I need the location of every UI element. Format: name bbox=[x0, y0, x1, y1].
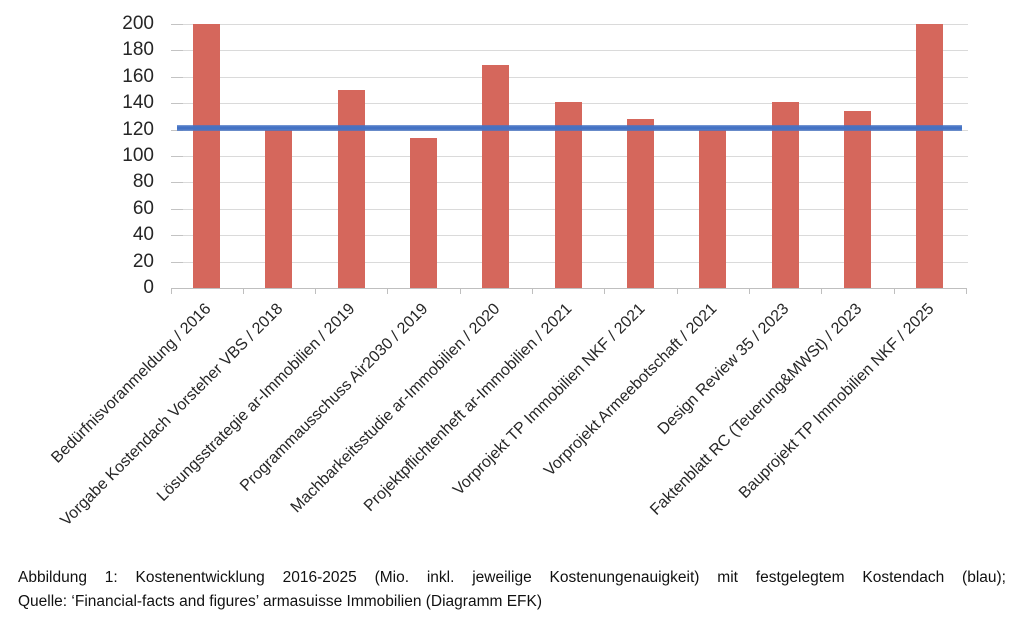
bar-vorprojekt-armeebotschaft-2021 bbox=[699, 129, 727, 288]
y-axis-tick bbox=[170, 103, 183, 105]
gridline-160 bbox=[170, 76, 968, 78]
gridline-180 bbox=[170, 50, 968, 52]
bar-machbarkeitsstudie-ar-immobilien-2020 bbox=[482, 64, 510, 288]
y-axis-label: 80 bbox=[132, 171, 154, 193]
y-axis-label: 0 bbox=[143, 277, 154, 298]
y-axis-tick bbox=[170, 235, 183, 237]
y-axis-label: 200 bbox=[122, 13, 154, 34]
bar-bauprojekt-tp-immobilien-nkf-2025 bbox=[916, 24, 944, 288]
y-axis-tick bbox=[170, 76, 183, 78]
x-axis-tick bbox=[459, 288, 461, 294]
y-axis-label: 100 bbox=[122, 145, 154, 166]
x-axis-tick bbox=[966, 288, 967, 294]
x-axis-tick bbox=[532, 288, 534, 294]
y-axis-label: 60 bbox=[132, 197, 154, 219]
y-axis-label: 40 bbox=[132, 224, 154, 246]
y-axis-tick bbox=[170, 50, 183, 52]
bar-projektpflichtenheft-ar-immobilien-2021 bbox=[554, 101, 582, 288]
figure-caption: Abbildung 1: Kostenentwicklung 2016-2025… bbox=[18, 566, 1006, 614]
bar-vorprojekt-tp-immobilien-nkf-2021 bbox=[627, 119, 655, 288]
gridline-200 bbox=[170, 24, 968, 25]
y-axis-tick bbox=[170, 182, 183, 184]
bar-vorgabe-kostendach-vorsteher-vbs-2018 bbox=[265, 129, 293, 288]
x-axis-tick bbox=[242, 288, 244, 294]
y-axis-label: 160 bbox=[122, 65, 154, 87]
y-axis-tick bbox=[170, 156, 183, 157]
x-axis-tick bbox=[604, 288, 606, 294]
kostendach-reference-line bbox=[177, 125, 962, 132]
bar-bed-rfnisvoranmeldung-2016 bbox=[193, 24, 221, 288]
cost-development-bar-chart: 0 20 40 60 80 100 120 140 160 180 200 Bedürfnisvora… bbox=[48, 13, 968, 529]
x-axis-tick bbox=[315, 288, 317, 294]
x-axis-line bbox=[170, 288, 966, 289]
x-axis-tick bbox=[387, 288, 389, 294]
y-axis-tick bbox=[170, 24, 183, 25]
y-axis-tick bbox=[170, 208, 183, 210]
x-axis-tick bbox=[676, 288, 678, 294]
y-axis-label: 20 bbox=[132, 250, 154, 272]
y-axis-label: 180 bbox=[122, 39, 154, 61]
bar-design-review-35-2023 bbox=[771, 101, 799, 288]
y-axis-label: 120 bbox=[122, 118, 154, 140]
y-axis-label: 140 bbox=[122, 92, 154, 114]
bar-programmausschuss-air2030-2019 bbox=[410, 137, 438, 288]
x-axis-tick bbox=[170, 288, 172, 294]
bar-l-sungsstrategie-ar-immobilien-2019 bbox=[337, 90, 365, 288]
bar-faktenblatt-rc-teuerung-mwst-2023 bbox=[844, 111, 872, 288]
x-axis-tick bbox=[749, 288, 751, 294]
y-axis-tick bbox=[170, 261, 183, 263]
x-axis-tick bbox=[893, 288, 895, 294]
y-axis-tick bbox=[170, 129, 183, 131]
figure-caption-line2: Quelle: ‘Financial-facts and figures’ ar… bbox=[18, 593, 543, 610]
x-axis-tick bbox=[821, 288, 823, 294]
figure-caption-line1: Abbildung 1: Kostenentwicklung 2016-2025… bbox=[18, 569, 1006, 586]
